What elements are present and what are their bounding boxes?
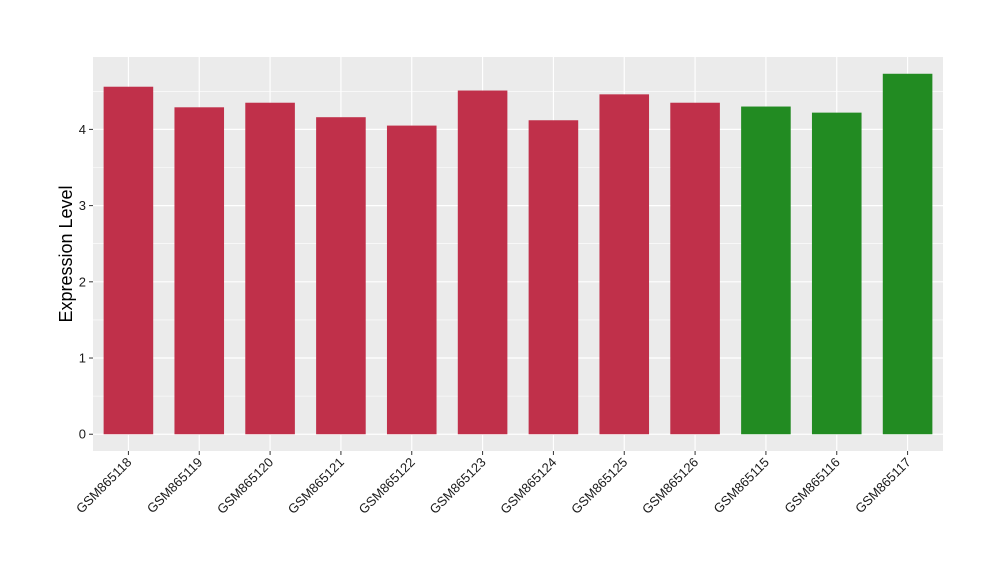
bar-GSM865117 (882, 73, 933, 435)
y-tick-label: 0 (79, 427, 86, 442)
y-axis: 0 1 2 3 4 (79, 122, 93, 442)
x-tick-label: GSM865118 (73, 455, 135, 517)
grid-minor (93, 90, 943, 397)
x-tick-label: GSM865125 (568, 455, 630, 517)
bar-GSM865116 (811, 112, 862, 435)
bar-GSM865120 (245, 102, 295, 435)
x-tick-label: GSM865126 (639, 455, 701, 517)
bar-GSM865119 (174, 107, 225, 435)
x-tick-label: GSM865117 (852, 455, 914, 517)
x-tick-label: GSM865122 (356, 455, 418, 517)
bar-GSM865118 (103, 86, 154, 435)
bar-GSM865123 (457, 90, 508, 435)
bar-GSM865115 (741, 106, 791, 435)
x-tick-label: GSM865116 (781, 455, 843, 517)
x-tick-label: GSM865115 (710, 455, 772, 517)
bar-GSM865126 (670, 102, 720, 435)
y-axis-title: Expression Level (56, 185, 76, 322)
y-tick-label: 1 (79, 351, 86, 366)
y-tick-label: 4 (79, 122, 86, 137)
bars (103, 73, 933, 435)
bar-GSM865122 (386, 125, 437, 435)
x-tick-label: GSM865124 (497, 455, 559, 517)
x-tick-label: GSM865120 (214, 455, 276, 517)
y-tick-label: 3 (79, 198, 86, 213)
x-tick-label: GSM865119 (144, 455, 206, 517)
x-axis: GSM865118 GSM865119 GSM865120 GSM865121 GSM8… (73, 451, 914, 517)
x-tick-label: GSM865121 (285, 455, 347, 517)
bar-GSM865124 (528, 120, 579, 435)
x-tick-label: GSM865123 (426, 455, 488, 517)
bar-GSM865125 (599, 94, 650, 435)
bar-GSM865121 (316, 117, 366, 435)
plot-panel (93, 57, 943, 451)
y-tick-label: 2 (79, 274, 86, 289)
